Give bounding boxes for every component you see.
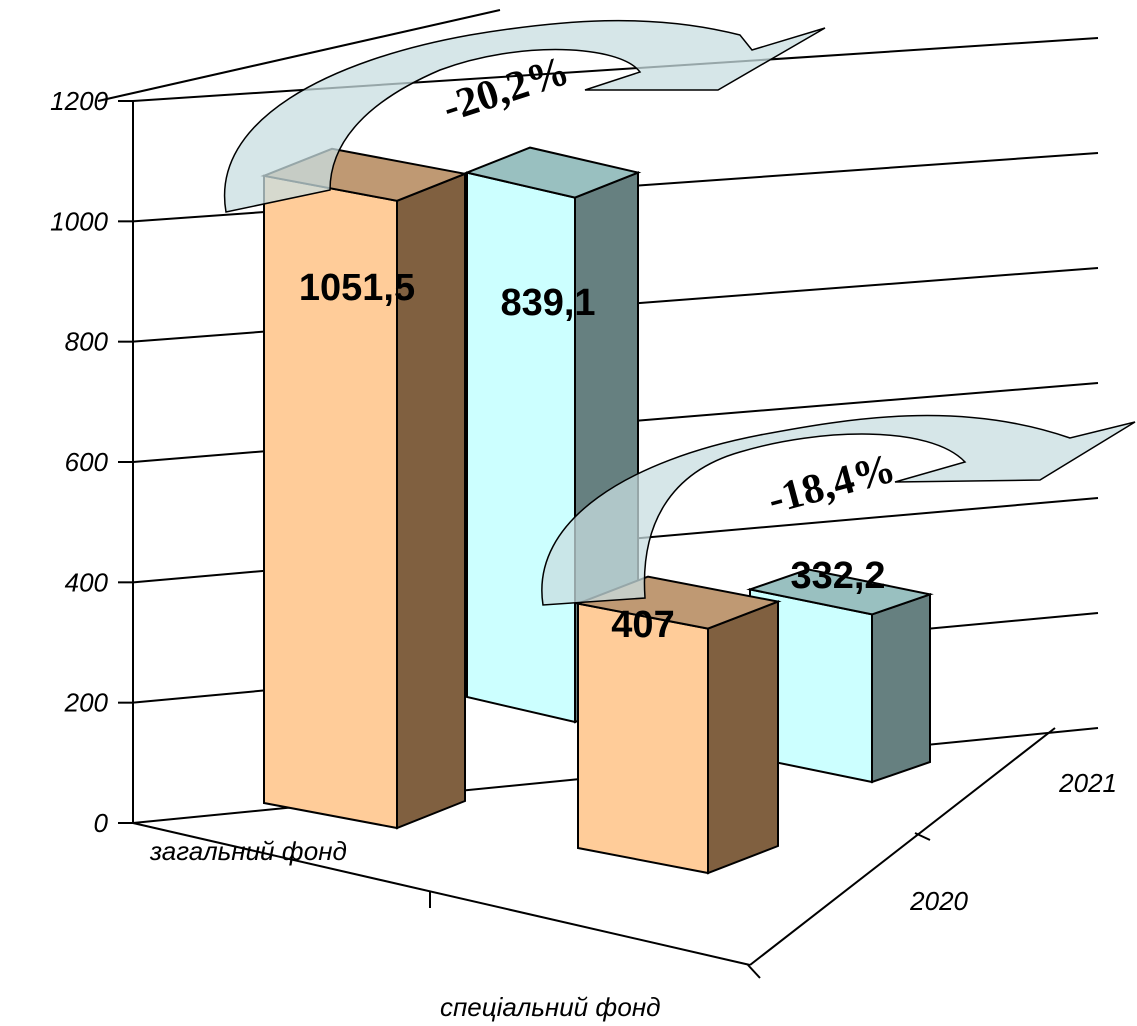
floor-front-edge (132, 822, 751, 966)
y-tick-label: 200 (64, 688, 109, 718)
bar-front-face (466, 171, 576, 724)
wall-top-edge (97, 9, 501, 102)
y-tick-label: 600 (65, 447, 109, 477)
depth-axis-label: 2021 (1058, 768, 1117, 798)
floor-right-edge (749, 727, 1056, 966)
bars-front-row: 1051,5 407 839,1 332,2 (260, 147, 886, 875)
depth-tick-mark (914, 832, 931, 841)
change-label: -18,4% (763, 445, 900, 523)
data-label: 1051,5 (299, 267, 415, 309)
y-tick-label: 800 (65, 327, 109, 357)
data-label: 839,1 (500, 282, 595, 324)
bar-top-face (746, 568, 934, 616)
depth-axis-label: 2020 (909, 886, 968, 916)
data-label: 407 (611, 604, 674, 646)
y-tick-label: 0 (94, 808, 109, 838)
category-label: загальний фонд (149, 836, 347, 866)
change-arrow (541, 414, 1136, 606)
bar-side-face (871, 592, 931, 784)
data-label: 332,2 (790, 555, 885, 597)
bar-side-face (707, 600, 779, 875)
change-arrow (223, 19, 826, 213)
y-tick-label: 1000 (50, 206, 108, 236)
bar-top-face (463, 146, 642, 199)
category-label: спеціальний фонд (440, 992, 661, 1022)
x-tick-mark (747, 964, 761, 979)
y-tick-label: 400 (65, 567, 109, 597)
gridline (132, 37, 1099, 102)
